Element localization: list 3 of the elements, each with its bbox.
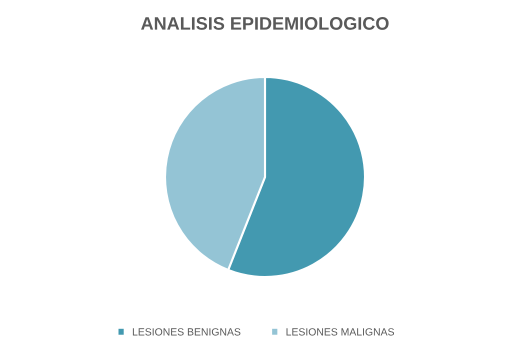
legend-label: LESIONES MALIGNAS [286, 328, 394, 336]
legend-label: LESIONES BENIGNAS [132, 328, 240, 336]
chart-title: ANALISIS EPIDEMIOLOGICO [141, 17, 389, 30]
